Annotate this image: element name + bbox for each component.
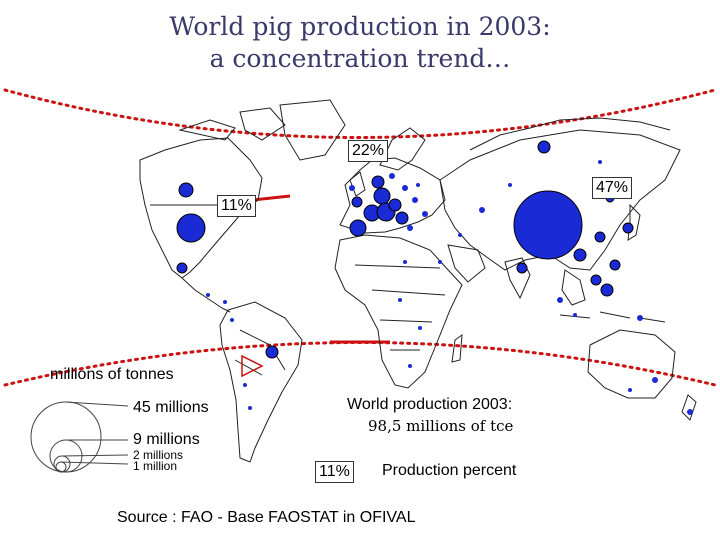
se-asia-outline <box>561 269 586 306</box>
small-dot <box>402 185 408 191</box>
small-dot <box>416 183 420 187</box>
small-dot <box>479 207 485 213</box>
legend-leader-2 <box>61 454 129 457</box>
small-dot <box>407 225 413 231</box>
small-dot <box>223 300 227 304</box>
india-outline <box>504 257 531 300</box>
percent-label-europe: 22% <box>348 140 389 162</box>
madagascar-outline <box>451 333 463 363</box>
north-america-outline <box>139 137 263 279</box>
asia-outline <box>439 129 681 271</box>
small-dot <box>508 183 512 187</box>
legend-unit-label: millions of tonnes <box>50 366 174 383</box>
percent-label-asia: 47% <box>592 177 633 199</box>
central-america-outline <box>181 277 231 313</box>
world-production-value: 98,5 millions of tce <box>368 417 514 435</box>
source-caption: Source : FAO - Base FAOSTAT in OFIVAL <box>117 509 416 526</box>
bubble-russia <box>537 140 551 154</box>
small-dot <box>687 409 693 415</box>
percent-legend-sample: 11% <box>315 461 354 483</box>
small-dot <box>557 297 563 303</box>
bubble-indonesia <box>590 274 602 286</box>
small-dot <box>389 173 395 179</box>
bubble-japan <box>609 259 621 271</box>
south-america-borders <box>234 329 286 376</box>
africa-outline <box>334 234 463 389</box>
bubble-poland <box>395 211 409 225</box>
small-dot <box>398 298 402 302</box>
legend-size-1: 1 million <box>133 459 178 473</box>
bubble-uk <box>351 196 363 208</box>
bubble-italy <box>371 175 385 189</box>
small-dot <box>248 406 252 410</box>
bubble-mexico <box>176 262 188 274</box>
small-dot <box>438 260 442 264</box>
bubble-korea <box>594 231 606 243</box>
small-dot <box>637 315 643 321</box>
greenland-outline <box>279 99 346 161</box>
small-dot <box>349 185 355 191</box>
legend-size-2: 2 millions <box>133 448 184 462</box>
bubble-india <box>516 262 528 274</box>
legend-size-9: 9 millions <box>133 431 200 448</box>
small-dot <box>458 233 462 237</box>
bubble-brazil <box>265 345 279 359</box>
south-america-outline <box>219 301 303 463</box>
scandinavia-outline <box>379 127 426 171</box>
small-dot <box>412 197 418 203</box>
small-dot <box>403 260 407 264</box>
small-dot <box>628 388 632 392</box>
small-dot <box>573 313 577 317</box>
small-dot <box>230 318 234 322</box>
new-zealand-outline <box>681 394 697 421</box>
canada-arctic-outline <box>178 107 286 141</box>
japan-outline <box>627 203 641 241</box>
percent-legend-label: Production percent <box>382 462 517 479</box>
world-production-heading: World production 2003: <box>347 396 513 413</box>
title-line-1: World pig production in 2003: <box>169 12 551 41</box>
legend-circle-1 <box>55 461 67 473</box>
small-dot <box>206 293 210 297</box>
bubble-netherlands <box>388 198 402 212</box>
percent-label-americas: 11% <box>217 195 256 217</box>
arabia-outline <box>447 244 486 283</box>
australia-outline <box>587 329 676 399</box>
uk-outline <box>349 171 366 197</box>
triangle-marker <box>241 354 264 378</box>
bubble-china <box>513 190 583 260</box>
small-dot <box>243 383 247 387</box>
bubble-vietnam <box>573 248 587 262</box>
small-dot <box>652 377 658 383</box>
bubble-spain <box>349 219 367 237</box>
siberia-coast <box>469 117 671 151</box>
africa-borders <box>354 264 446 351</box>
legend-leader-1 <box>60 461 129 465</box>
bubble-canada <box>178 182 194 198</box>
bubble-philippines <box>600 283 614 297</box>
legend-circle-45 <box>30 401 102 473</box>
bubble-usa <box>176 213 206 243</box>
small-dot <box>418 326 422 330</box>
title-line-2: a concentration trend… <box>209 44 511 73</box>
small-dot <box>408 364 412 368</box>
upper-dotted-curve <box>3 88 717 139</box>
small-dot <box>422 211 428 217</box>
bubble-japan-north <box>622 222 634 234</box>
small-dot <box>598 160 602 164</box>
legend-leader-45 <box>65 401 129 407</box>
bubble-germany <box>373 187 391 205</box>
legend-size-45: 45 millions <box>133 399 209 416</box>
